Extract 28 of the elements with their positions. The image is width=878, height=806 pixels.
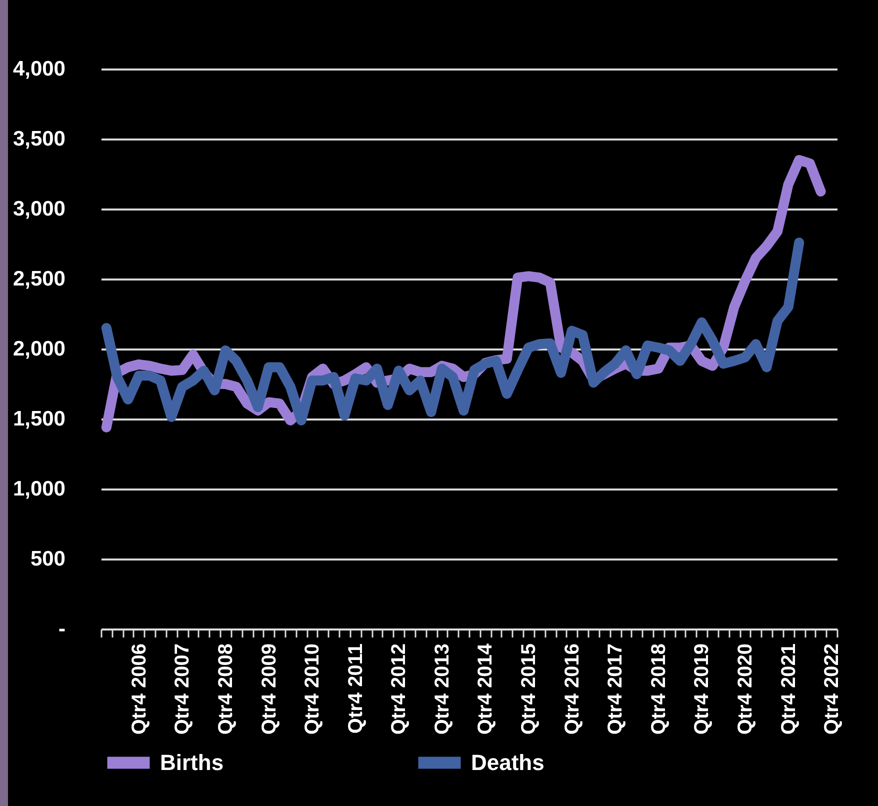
y-tick-label: 3,000 — [12, 198, 66, 220]
x-tick-label: Qtr4 2013 — [431, 644, 454, 735]
x-tick-label: Qtr4 2020 — [734, 644, 756, 735]
x-tick-label: Qtr4 2010 — [302, 644, 324, 735]
y-tick-label: 1,500 — [12, 408, 66, 430]
x-tick-label: Qtr4 2021 — [778, 644, 800, 735]
y-tick-label: - — [58, 618, 66, 640]
x-tick-label: Qtr4 2009 — [258, 644, 280, 735]
x-tick-label: Qtr4 2022 — [821, 644, 844, 735]
y-tick-label: 1,000 — [12, 478, 66, 500]
x-tick-label: Qtr4 2014 — [474, 642, 497, 735]
x-tick-label: Qtr4 2019 — [691, 644, 714, 735]
x-tick-label: Qtr4 2007 — [172, 644, 194, 735]
y-tick-label: 2,500 — [12, 268, 66, 290]
x-tick-label: Qtr4 2016 — [561, 644, 584, 735]
x-tick-label: Qtr4 2012 — [388, 644, 410, 735]
y-tick-label: 4,000 — [12, 58, 66, 80]
x-tick-label: Qtr4 2018 — [648, 644, 670, 735]
y-tick-label: 2,000 — [12, 338, 66, 360]
legend-label: Deaths — [471, 750, 544, 775]
x-tick-label: Qtr4 2015 — [518, 644, 540, 735]
y-tick-label: 3,500 — [12, 128, 66, 150]
legend-label: Births — [160, 750, 224, 775]
x-tick-label: Qtr4 2017 — [604, 644, 627, 735]
x-tick-label: Qtr4 2011 — [344, 644, 367, 734]
y-tick-label: 500 — [30, 548, 66, 570]
x-tick-label: Qtr4 2008 — [214, 644, 237, 735]
x-tick-label: Qtr4 2006 — [128, 644, 150, 735]
